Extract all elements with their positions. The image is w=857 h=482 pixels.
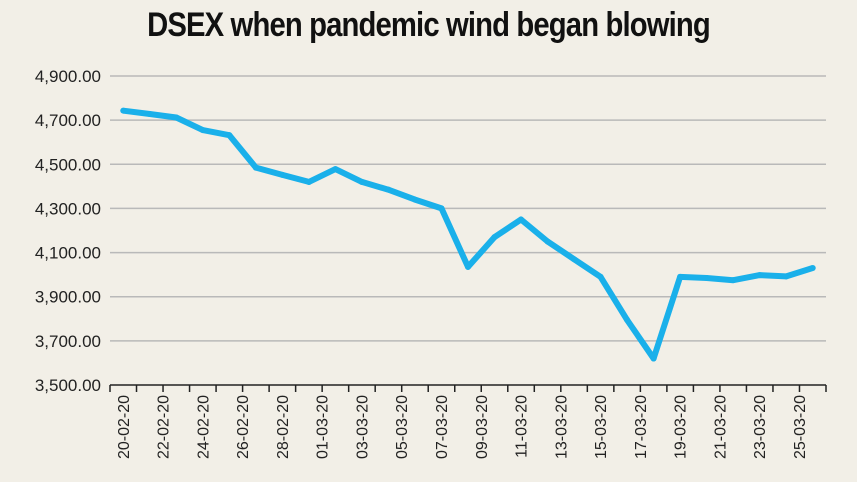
- data-point: [571, 256, 578, 263]
- x-tick-label: 07-03-20: [434, 395, 451, 459]
- x-tick-label: 26-02-20: [235, 395, 252, 459]
- data-point: [465, 263, 471, 270]
- data-point: [518, 216, 525, 223]
- y-tick-label: 4,700.00: [35, 111, 101, 130]
- data-point: [226, 132, 233, 139]
- x-tick-label: 20-02-20: [116, 395, 133, 459]
- y-tick-label: 4,300.00: [35, 199, 101, 218]
- x-tick-label: 09-03-20: [474, 395, 491, 459]
- data-point: [332, 166, 339, 173]
- data-point: [677, 273, 684, 280]
- data-point: [491, 234, 498, 241]
- x-tick-label: 13-03-20: [553, 395, 570, 459]
- data-point: [146, 110, 153, 117]
- y-tick-label: 4,100.00: [35, 244, 101, 263]
- y-axis-tick-labels: 3,500.00 3,700.00 3,900.00 4,100.00 4,300.00…: [35, 67, 101, 395]
- y-tick-label: 3,500.00: [35, 376, 101, 395]
- y-tick-label: 4,900.00: [35, 67, 101, 86]
- data-point: [279, 171, 286, 178]
- data-point: [783, 273, 790, 280]
- data-point: [173, 114, 180, 121]
- data-point: [120, 107, 127, 114]
- data-point: [703, 274, 710, 281]
- x-tick-label: 19-03-20: [673, 395, 690, 459]
- data-point: [385, 186, 392, 193]
- series-group: [120, 107, 816, 362]
- series-line-0: [122, 107, 814, 362]
- y-tick-label: 4,500.00: [35, 155, 101, 174]
- data-point: [650, 355, 657, 362]
- x-tick-label: 25-03-20: [792, 395, 809, 459]
- data-point: [809, 265, 816, 272]
- data-point: [358, 178, 365, 185]
- x-tick-label: 15-03-20: [593, 395, 610, 459]
- data-point: [438, 205, 445, 212]
- x-tick-label: 01-03-20: [315, 395, 332, 459]
- x-tick-label: 23-03-20: [752, 395, 769, 459]
- data-point: [544, 238, 551, 245]
- y-tick-label: 3,700.00: [35, 332, 101, 351]
- data-point: [756, 272, 763, 279]
- x-tick-label: 17-03-20: [633, 395, 650, 459]
- gridlines: [110, 75, 826, 342]
- y-tick-label: 3,900.00: [35, 288, 101, 307]
- x-tick-label: 05-03-20: [394, 395, 411, 459]
- x-tick-label: 11-03-20: [514, 395, 531, 458]
- data-point: [597, 273, 604, 280]
- data-point: [252, 164, 259, 171]
- data-point: [199, 127, 206, 134]
- x-axis: 20-02-20 22-02-20 24-02-20 26-02-20 28-02-20…: [109, 384, 827, 459]
- chart-title: DSEX when pandemic wind began blowing: [147, 6, 711, 44]
- data-point: [730, 277, 737, 284]
- x-tick-label: 22-02-20: [156, 395, 173, 459]
- x-tick-label: 21-03-20: [712, 395, 729, 459]
- data-point: [305, 178, 312, 185]
- data-point: [411, 196, 418, 203]
- x-tick-label: 03-03-20: [354, 395, 371, 459]
- data-point: [624, 316, 631, 323]
- x-tick-label: 24-02-20: [195, 395, 212, 459]
- x-tick-label: 28-02-20: [275, 395, 292, 459]
